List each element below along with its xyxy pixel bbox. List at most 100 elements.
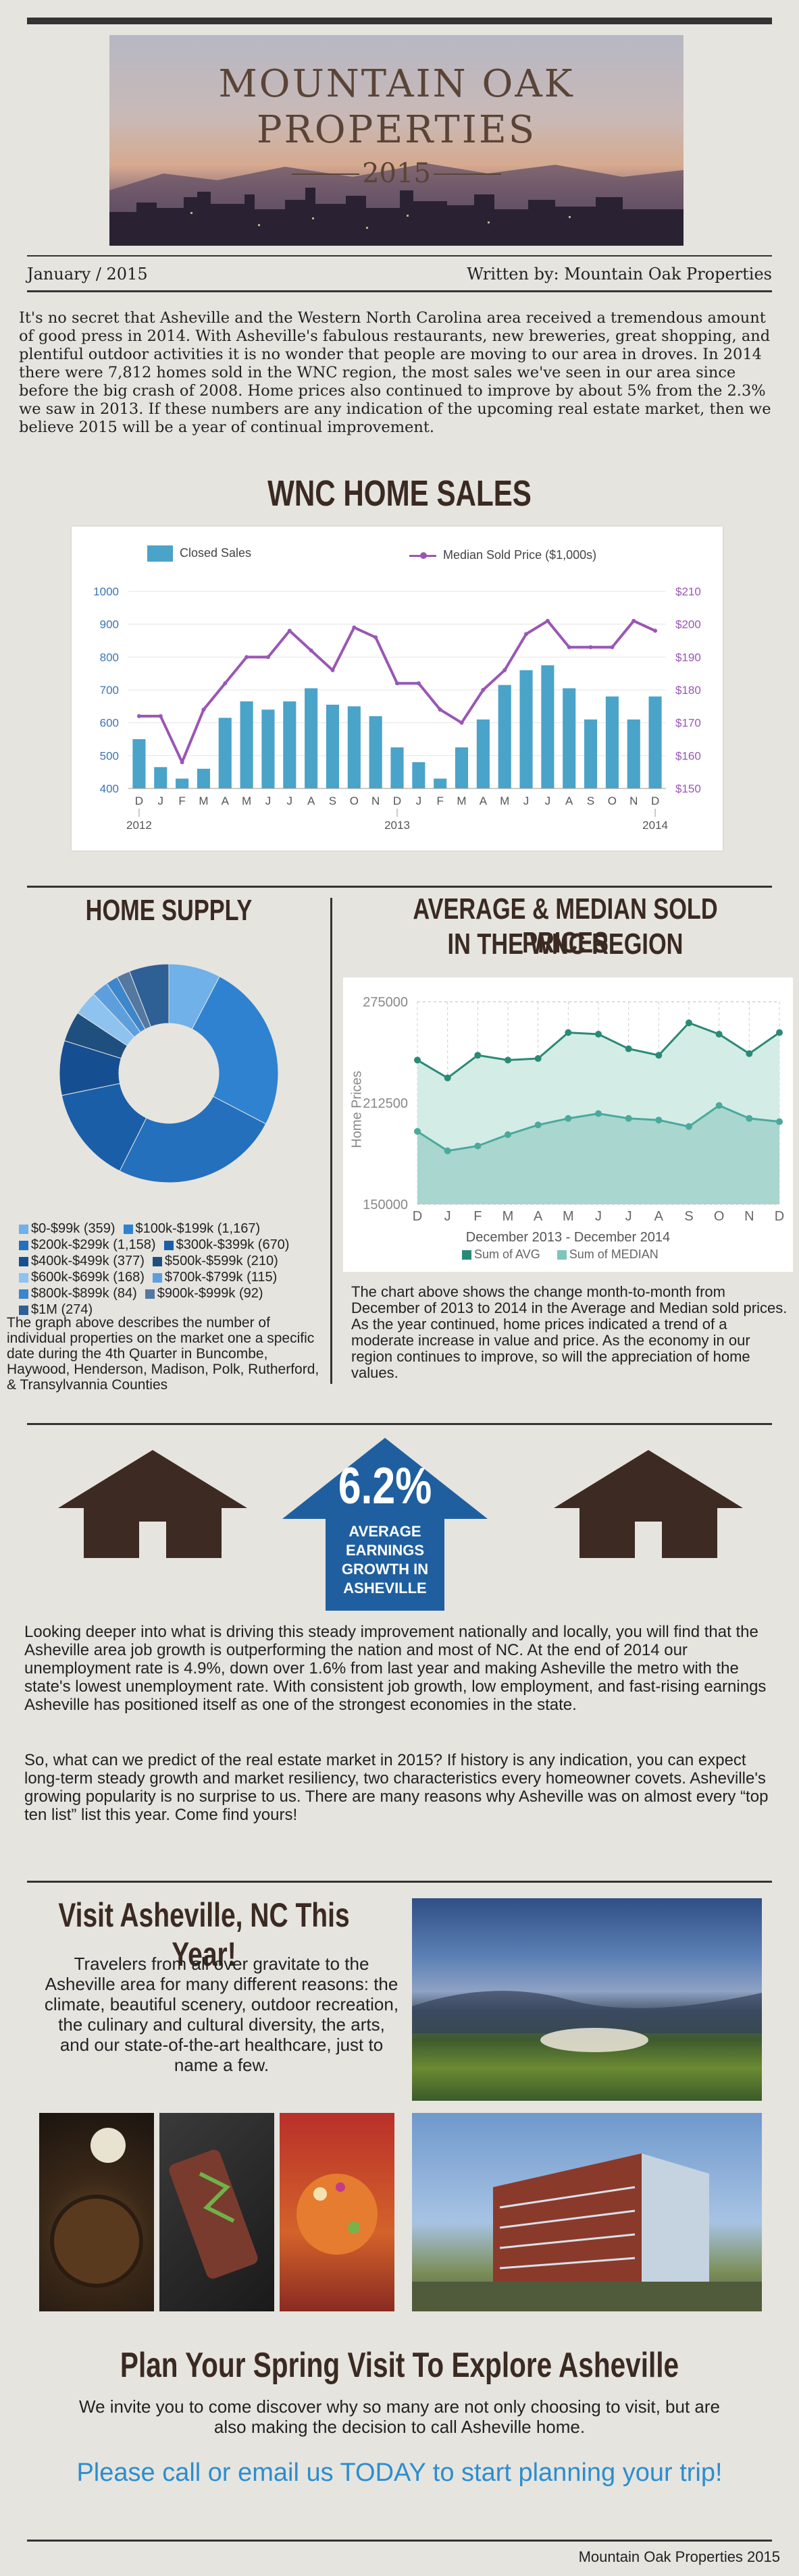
- sales-heading: WNC HOME SALES: [267, 473, 532, 514]
- prices-ylabel: Home Prices: [349, 1071, 365, 1148]
- y-left-tick-label: 700: [100, 684, 119, 697]
- legend-swatch: [152, 1256, 162, 1266]
- avg-point: [715, 1031, 723, 1038]
- sales-bar: [563, 688, 576, 788]
- year-label: 2013: [384, 819, 410, 832]
- x-tick-label: N: [371, 795, 380, 807]
- cta-link[interactable]: Please call or email us TODAY to start p…: [76, 2459, 723, 2487]
- prices-chart-panel: 275000 212500 150000 D J F M A M J J A S O N D Home Pri…: [343, 977, 793, 1272]
- x-tick-label: S: [329, 795, 336, 807]
- x-tick-label: M: [199, 795, 208, 807]
- median-price-point: [373, 635, 378, 640]
- house-icon: [554, 1450, 743, 1558]
- median-point: [655, 1117, 663, 1124]
- median-price-point: [395, 681, 399, 686]
- y-left-tick-label: 500: [100, 749, 119, 762]
- supply-donut-chart: [59, 963, 279, 1183]
- x-tick-label: A: [654, 1209, 664, 1224]
- sales-bar: [390, 747, 404, 788]
- y-tick-label: 212500: [363, 1096, 408, 1111]
- x-tick-label: D: [651, 795, 659, 807]
- legend-swatch: [163, 1240, 174, 1250]
- median-price-point: [416, 681, 421, 686]
- sales-legend-bars: Closed Sales: [147, 545, 251, 562]
- x-tick-label: A: [480, 795, 488, 807]
- legend-label: $100k-$199k (1,167): [135, 1221, 261, 1236]
- avg-point: [565, 1029, 572, 1036]
- sales-chart-panel: Closed Sales Median Sold Price ($1,000s)…: [72, 527, 723, 851]
- year-label: 2012: [126, 819, 152, 832]
- closed-sales-swatch: [147, 545, 173, 562]
- y-right-tick-label: $150: [675, 782, 701, 795]
- earnings-percent: 6.2%: [338, 1457, 432, 1515]
- median-point: [776, 1118, 783, 1125]
- supply-legend-item: $300k-$399k (670): [163, 1237, 289, 1253]
- legend-label: $500k-$599k (210): [164, 1254, 278, 1268]
- y-left-tick-label: 1000: [93, 585, 119, 598]
- sales-bar: [455, 747, 469, 788]
- median-price-point: [502, 668, 507, 672]
- year-label: 2014: [642, 819, 668, 832]
- x-tick-label: M: [242, 795, 251, 807]
- median-price-point: [158, 714, 163, 718]
- avg-point: [414, 1056, 421, 1064]
- y-tick-label: 275000: [363, 995, 408, 1010]
- median-price-point: [610, 645, 615, 649]
- x-tick-label: D: [413, 1209, 422, 1224]
- prices-heading-line1: AVERAGE & MEDIAN SOLD PRICES: [413, 892, 718, 959]
- sales-bar: [519, 670, 533, 788]
- median-legend: Sum of MEDIAN: [569, 1247, 659, 1261]
- house-icon: [58, 1450, 247, 1558]
- byline-rule: [27, 290, 772, 292]
- column-divider: [330, 898, 332, 1384]
- supply-legend-item: $400k-$499k (377): [19, 1253, 145, 1269]
- sales-bar: [605, 696, 619, 788]
- median-price-point: [438, 707, 442, 712]
- legend-swatch: [19, 1224, 28, 1234]
- median-point: [686, 1123, 692, 1130]
- x-tick-label: A: [307, 795, 315, 807]
- legend-swatch: [123, 1224, 133, 1234]
- median-price-point: [180, 760, 184, 765]
- y-right-tick-label: $160: [675, 749, 701, 762]
- sales-bar: [369, 716, 382, 788]
- x-tick-label: M: [457, 795, 466, 807]
- median-point: [414, 1128, 421, 1135]
- byline: Written by: Mountain Oak Properties: [467, 265, 772, 284]
- sales-bar: [154, 767, 167, 788]
- supply-legend-item: $800k-$899k (84): [19, 1285, 137, 1302]
- footer-rule: [27, 2540, 772, 2542]
- median-swatch: [557, 1250, 567, 1260]
- intro-paragraph: It's no secret that Asheville and the We…: [19, 309, 771, 436]
- median-price-point: [244, 655, 249, 660]
- sales-bar: [347, 706, 361, 788]
- median-point: [715, 1102, 723, 1109]
- sales-bar: [283, 701, 297, 788]
- sales-bar: [240, 701, 253, 788]
- earnings-label-4: ASHEVILLE: [343, 1580, 427, 1596]
- median-price-line: [138, 619, 656, 764]
- sales-bar: [197, 768, 210, 788]
- sales-bar: [584, 719, 598, 788]
- supply-legend-item: $700k-$799k (115): [152, 1269, 277, 1285]
- x-tick-label: M: [502, 1209, 514, 1224]
- legend-label: $600k-$699k (168): [31, 1270, 145, 1285]
- x-tick-label: J: [444, 1209, 451, 1224]
- x-tick-label: N: [744, 1209, 754, 1224]
- top-rule: [27, 18, 772, 24]
- avg-point: [686, 1019, 692, 1027]
- year-ornament-left: [292, 173, 359, 175]
- median-price-point: [265, 655, 270, 660]
- x-tick-label: S: [587, 795, 594, 807]
- median-price-point: [459, 720, 464, 725]
- median-price-point: [588, 645, 593, 649]
- x-tick-label: O: [350, 795, 359, 807]
- brand-title-line2: PROPERTIES: [256, 108, 537, 152]
- sales-bar: [176, 778, 189, 788]
- sales-bar: [326, 704, 340, 788]
- avg-point: [746, 1050, 753, 1057]
- x-tick-label: J: [625, 1209, 632, 1224]
- median-price-point: [545, 618, 550, 623]
- x-tick-label: J: [265, 795, 272, 807]
- sales-bar: [648, 696, 662, 788]
